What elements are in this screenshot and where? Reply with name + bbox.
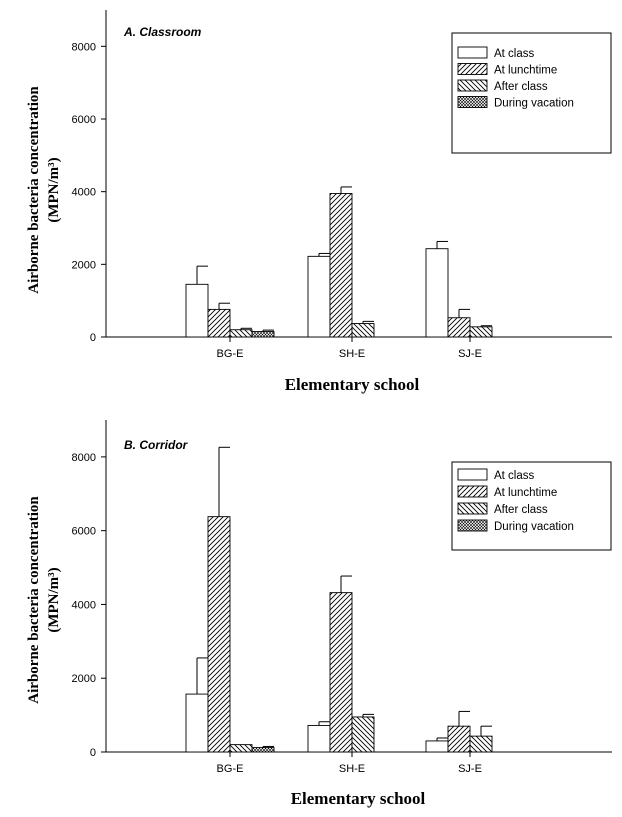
y-axis-label-line1: Airborne bacteria concentration <box>26 86 42 294</box>
x-tick-label: SH-E <box>339 763 365 775</box>
legend-entry: After class <box>494 81 548 93</box>
y-tick-label: 6000 <box>72 114 96 126</box>
legend: At class At lunchtime After class During va… <box>451 461 612 551</box>
legend-swatch <box>457 468 488 481</box>
bar-at-class <box>425 740 449 753</box>
x-tick-label: SH-E <box>339 348 365 360</box>
bar-at-lunchtime <box>447 317 471 338</box>
x-tick-label: SJ-E <box>458 763 482 775</box>
legend-entry: During vacation <box>494 98 574 110</box>
bar-at-lunchtime <box>207 516 231 753</box>
y-tick-label: 8000 <box>72 452 96 464</box>
y-axis-label-line2: (MPN/m³) <box>46 157 62 222</box>
legend-swatch <box>457 63 488 75</box>
bar-after-class <box>469 735 493 753</box>
legend-entry: During vacation <box>494 521 574 533</box>
y-tick-label: 6000 <box>72 526 96 538</box>
legend-entry: At lunchtime <box>494 487 557 499</box>
y-tick-label: 2000 <box>72 259 96 271</box>
bar-at-class <box>185 693 209 753</box>
bar-during-vacation <box>251 747 275 753</box>
y-axis-label-line1: Airborne bacteria concentration <box>26 496 42 704</box>
y-tick-label: 8000 <box>72 41 96 53</box>
legend-entry: After class <box>494 504 548 516</box>
y-axis-label-line2: (MPN/m³) <box>46 567 62 632</box>
bar-at-lunchtime <box>329 193 353 338</box>
panel-corridor: 0 2000 4000 6000 8000 BG-E SH-E SJ-E B. Corrido… <box>26 420 612 808</box>
legend-swatch <box>457 79 488 92</box>
panel-title: A. Classroom <box>123 25 202 39</box>
y-tick-label: 0 <box>90 747 96 759</box>
x-axis-label: Elementary school <box>285 375 420 394</box>
x-tick-label: BG-E <box>217 348 244 360</box>
x-tick-label: BG-E <box>217 763 244 775</box>
bar-after-class <box>229 329 253 338</box>
axes: 0 2000 4000 6000 8000 BG-E SH-E SJ-E <box>72 10 612 360</box>
bar-at-class <box>425 248 449 338</box>
x-axis-label: Elementary school <box>291 789 426 808</box>
bar-at-class <box>307 255 331 338</box>
bar-during-vacation <box>251 331 275 338</box>
panel-title: B. Corridor <box>124 438 189 452</box>
y-tick-label: 0 <box>90 332 96 344</box>
legend-swatch <box>457 96 488 108</box>
bar-after-class <box>351 323 375 338</box>
y-axis-label: Airborne bacteria concentration (MPN/m³) <box>26 86 62 294</box>
bar-at-lunchtime <box>207 308 231 338</box>
legend-swatch <box>457 46 488 59</box>
bar-after-class <box>351 716 375 753</box>
x-tick-label: SJ-E <box>458 348 482 360</box>
bar-after-class <box>229 744 253 753</box>
bar-after-class <box>469 326 493 338</box>
legend-entry: At class <box>494 470 535 482</box>
legend-swatch <box>457 519 488 532</box>
y-tick-label: 4000 <box>72 599 96 611</box>
y-tick-label: 4000 <box>72 187 96 199</box>
axes: 0 2000 4000 6000 8000 BG-E SH-E SJ-E <box>72 420 612 775</box>
bar-at-class <box>307 724 331 753</box>
bar-at-lunchtime <box>447 725 471 753</box>
y-tick-label: 2000 <box>72 673 96 685</box>
bar-at-class <box>185 283 209 338</box>
bar-at-lunchtime <box>329 592 353 753</box>
legend-swatch <box>457 485 488 498</box>
legend: At class At lunchtime After class During va… <box>451 32 612 154</box>
y-axis-label: Airborne bacteria concentration (MPN/m³) <box>26 496 62 704</box>
panel-classroom: 0 2000 4000 6000 8000 BG-E SH-E SJ-E A. Classro… <box>26 10 612 394</box>
legend-entry: At class <box>494 48 535 60</box>
legend-swatch <box>457 502 488 515</box>
legend-entry: At lunchtime <box>494 65 557 77</box>
